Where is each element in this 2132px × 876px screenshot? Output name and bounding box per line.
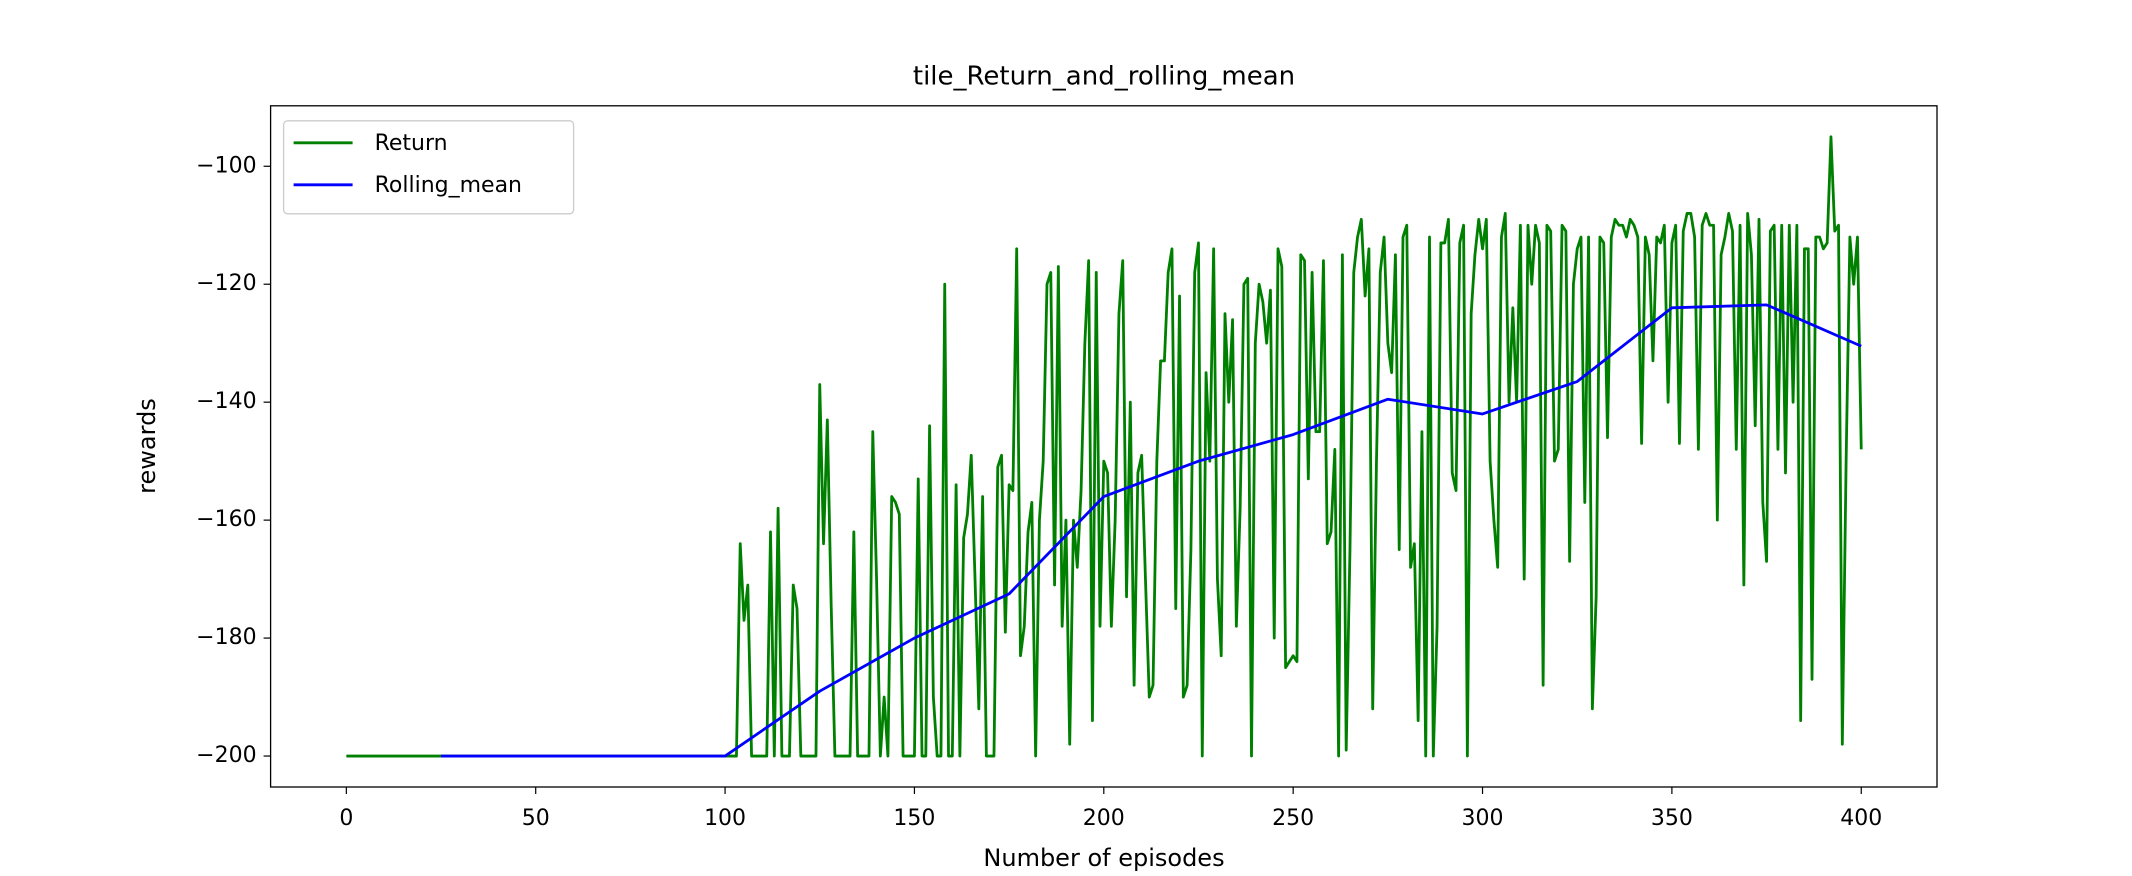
y-tick-label: −180 <box>196 625 256 650</box>
y-tick-label: −200 <box>196 743 256 768</box>
plot-frame <box>269 105 1938 788</box>
chart-title: tile_Return_and_rolling_mean <box>913 62 1295 92</box>
legend-label: Return <box>375 131 448 156</box>
y-tick-label: −100 <box>196 153 256 178</box>
x-axis-label: Number of episodes <box>983 844 1224 872</box>
x-tick-label: 350 <box>1651 806 1693 831</box>
x-tick-label: 400 <box>1840 806 1882 831</box>
x-tick-label: 100 <box>704 806 746 831</box>
series-line <box>441 303 1862 758</box>
y-axis-label: rewards <box>133 398 161 494</box>
legend-box <box>282 120 575 215</box>
x-tick-label: 200 <box>1083 806 1125 831</box>
x-tick-label: 150 <box>893 806 935 831</box>
y-tick-label: −120 <box>196 271 256 296</box>
x-tick-label: 0 <box>339 806 353 831</box>
x-tick-label: 50 <box>522 806 550 831</box>
x-tick-label: 250 <box>1272 806 1314 831</box>
x-tick-label: 300 <box>1462 806 1504 831</box>
y-tick-label: −140 <box>196 389 256 414</box>
y-tick-label: −160 <box>196 507 256 532</box>
legend-label: Rolling_mean <box>375 173 522 198</box>
series-line <box>346 135 1863 758</box>
